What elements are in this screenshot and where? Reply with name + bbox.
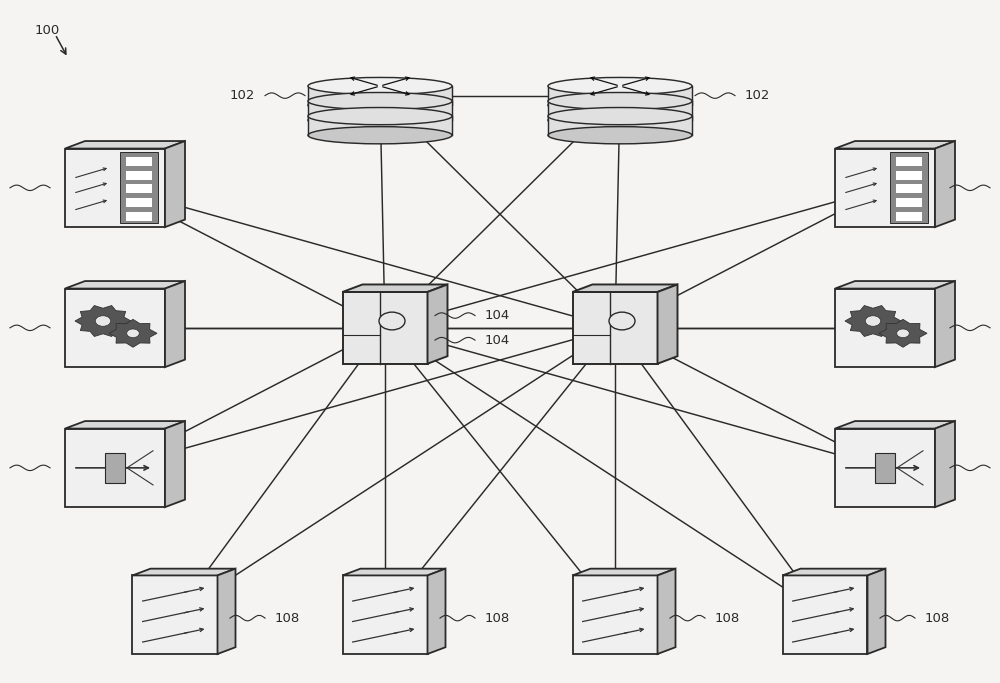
- Ellipse shape: [548, 107, 692, 125]
- Polygon shape: [935, 421, 955, 507]
- Circle shape: [127, 329, 139, 337]
- Circle shape: [609, 312, 635, 330]
- Bar: [896, 212, 922, 221]
- Polygon shape: [835, 288, 935, 367]
- Polygon shape: [658, 569, 676, 654]
- Polygon shape: [835, 281, 955, 288]
- Text: 100: 100: [35, 24, 60, 37]
- Polygon shape: [308, 86, 452, 105]
- Polygon shape: [548, 101, 692, 120]
- Polygon shape: [572, 292, 658, 363]
- Ellipse shape: [308, 126, 452, 144]
- Polygon shape: [782, 569, 886, 575]
- Text: 108: 108: [485, 611, 510, 625]
- Bar: [896, 171, 922, 180]
- Polygon shape: [867, 569, 886, 654]
- Circle shape: [865, 316, 881, 326]
- Polygon shape: [572, 575, 658, 654]
- Circle shape: [381, 313, 403, 329]
- Polygon shape: [132, 569, 236, 575]
- Polygon shape: [165, 141, 185, 227]
- Polygon shape: [65, 281, 185, 288]
- Ellipse shape: [548, 77, 692, 95]
- Circle shape: [897, 329, 909, 337]
- Polygon shape: [935, 141, 955, 227]
- Bar: [896, 184, 922, 193]
- Bar: [126, 184, 152, 193]
- Polygon shape: [935, 281, 955, 367]
- Polygon shape: [132, 575, 218, 654]
- Polygon shape: [165, 281, 185, 367]
- Polygon shape: [879, 320, 927, 347]
- Text: 104: 104: [485, 309, 510, 322]
- Polygon shape: [218, 569, 236, 654]
- Bar: [105, 453, 125, 483]
- Polygon shape: [548, 86, 692, 105]
- Polygon shape: [308, 116, 452, 135]
- Circle shape: [379, 312, 405, 330]
- Polygon shape: [835, 421, 955, 429]
- Polygon shape: [835, 429, 935, 507]
- Polygon shape: [782, 575, 867, 654]
- Polygon shape: [428, 569, 446, 654]
- Ellipse shape: [308, 92, 452, 110]
- Ellipse shape: [548, 111, 692, 129]
- Circle shape: [95, 316, 111, 326]
- Polygon shape: [65, 149, 165, 227]
- Polygon shape: [835, 141, 955, 149]
- Text: 102: 102: [745, 89, 770, 102]
- Bar: [896, 157, 922, 166]
- Ellipse shape: [308, 111, 452, 129]
- Circle shape: [611, 313, 633, 329]
- Polygon shape: [65, 288, 165, 367]
- Polygon shape: [342, 284, 448, 292]
- Text: 108: 108: [925, 611, 950, 625]
- Ellipse shape: [548, 126, 692, 144]
- Ellipse shape: [308, 77, 452, 95]
- Polygon shape: [658, 284, 678, 363]
- Bar: [896, 198, 922, 207]
- Polygon shape: [65, 421, 185, 429]
- Bar: [875, 453, 895, 483]
- Ellipse shape: [308, 96, 452, 114]
- Ellipse shape: [308, 107, 452, 125]
- Polygon shape: [572, 284, 678, 292]
- Bar: [126, 171, 152, 180]
- Polygon shape: [65, 141, 185, 149]
- Polygon shape: [165, 421, 185, 507]
- Polygon shape: [342, 292, 428, 363]
- Polygon shape: [845, 305, 901, 337]
- Polygon shape: [428, 284, 448, 363]
- Bar: [890, 152, 928, 223]
- Text: 102: 102: [230, 89, 255, 102]
- Ellipse shape: [548, 96, 692, 114]
- Polygon shape: [65, 429, 165, 507]
- Polygon shape: [308, 101, 452, 120]
- Polygon shape: [109, 320, 157, 347]
- Ellipse shape: [548, 92, 692, 110]
- Polygon shape: [342, 575, 428, 654]
- Polygon shape: [75, 305, 131, 337]
- Polygon shape: [548, 116, 692, 135]
- Polygon shape: [572, 569, 676, 575]
- Bar: [126, 212, 152, 221]
- Polygon shape: [342, 569, 446, 575]
- Text: 104: 104: [485, 333, 510, 347]
- Bar: [126, 157, 152, 166]
- Bar: [126, 198, 152, 207]
- Polygon shape: [835, 149, 935, 227]
- Text: 108: 108: [275, 611, 300, 625]
- Text: 108: 108: [715, 611, 740, 625]
- Bar: [120, 152, 158, 223]
